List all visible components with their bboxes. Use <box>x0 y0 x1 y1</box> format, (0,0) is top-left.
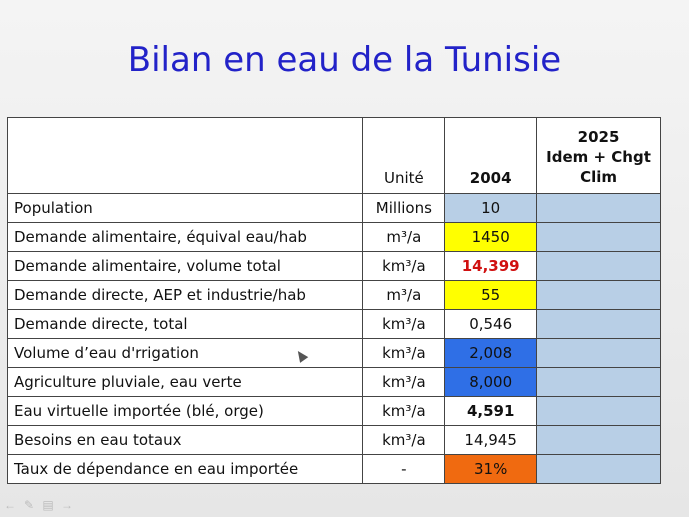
row-value-2004: 10 <box>444 193 538 223</box>
row-value-2025 <box>536 425 661 455</box>
row-value-2004: 14,945 <box>444 425 538 455</box>
header-2025-scenario: 2025 Idem + Chgt Clim <box>536 117 661 194</box>
table-row: Eau virtuelle importée (blé, orge) km³/a 4… <box>6 396 661 426</box>
row-value-2025 <box>536 222 661 252</box>
row-value-2025 <box>536 367 661 397</box>
row-unit: m³/a <box>362 222 446 252</box>
row-label: Agriculture pluviale, eau verte <box>6 367 364 397</box>
table-row: Taux de dépendance en eau importée -31% <box>6 454 661 484</box>
row-label: Demande directe, AEP et industrie/hab <box>6 280 364 310</box>
row-label: Volume d’eau d'rrigation <box>6 338 364 368</box>
row-value-2025 <box>536 396 661 426</box>
arrow-right-icon[interactable]: → <box>61 498 73 512</box>
table-row: Besoins en eau totaux km³/a 14,945 <box>6 425 661 455</box>
row-value-2004: 2,008 <box>444 338 538 368</box>
water-balance-table: Unité 2004 2025 Idem + Chgt Clim Populat… <box>6 117 661 484</box>
row-label: Eau virtuelle importée (blé, orge) <box>6 396 364 426</box>
row-unit: km³/a <box>362 367 446 397</box>
row-unit: Millions <box>362 193 446 223</box>
menu-icon[interactable]: ▤ <box>42 498 54 512</box>
row-value-2025 <box>536 309 661 339</box>
row-label: Demande alimentaire, équival eau/hab <box>6 222 364 252</box>
row-label: Taux de dépendance en eau importée <box>6 454 364 484</box>
row-value-2025 <box>536 251 661 281</box>
row-value-2004: 55 <box>444 280 538 310</box>
row-value-2025 <box>536 454 661 484</box>
table-row: Demande directe, AEP et industrie/hab m³/… <box>6 280 661 310</box>
arrow-left-icon[interactable]: ← <box>4 498 16 512</box>
table-row: Demande alimentaire, équival eau/hab m³/a… <box>6 222 661 252</box>
row-value-2004: 1450 <box>444 222 538 252</box>
header-2025-year: 2025 <box>577 128 620 146</box>
row-value-2004: 0,546 <box>444 309 538 339</box>
header-year-2004: 2004 <box>444 117 538 194</box>
slideshow-toolbar: ← ✎ ▤ → <box>4 498 73 512</box>
row-value-2025 <box>536 193 661 223</box>
header-unit: Unité <box>362 117 446 194</box>
table-row: Agriculture pluviale, eau verte km³/a 8,00… <box>6 367 661 397</box>
row-unit: km³/a <box>362 251 446 281</box>
row-label: Demande alimentaire, volume total <box>6 251 364 281</box>
row-unit: - <box>362 454 446 484</box>
row-unit: km³/a <box>362 309 446 339</box>
row-value-2025 <box>536 280 661 310</box>
row-value-2025 <box>536 338 661 368</box>
row-label: Population <box>6 193 364 223</box>
row-label: Besoins en eau totaux <box>6 425 364 455</box>
row-unit: m³/a <box>362 280 446 310</box>
row-label: Demande directe, total <box>6 309 364 339</box>
row-value-2004: 14,399 <box>444 251 538 281</box>
row-value-2004: 8,000 <box>444 367 538 397</box>
row-unit: km³/a <box>362 338 446 368</box>
row-value-2004: 4,591 <box>444 396 538 426</box>
row-unit: km³/a <box>362 396 446 426</box>
table-row: Population Millions 10 <box>6 193 661 223</box>
header-2025-line2: Idem + Chgt <box>546 148 651 166</box>
row-unit: km³/a <box>362 425 446 455</box>
slide-title: Bilan en eau de la Tunisie <box>127 40 562 80</box>
table-row: Volume d’eau d'rrigation km³/a 2,008 <box>6 338 661 368</box>
table-header-row: Unité 2004 2025 Idem + Chgt Clim <box>6 117 661 194</box>
header-empty-cell <box>6 117 364 194</box>
pen-icon[interactable]: ✎ <box>23 498 35 512</box>
header-2025-line3: Clim <box>580 168 617 186</box>
table-row: Demande directe, total km³/a 0,546 <box>6 309 661 339</box>
row-value-2004: 31% <box>444 454 538 484</box>
table-row: Demande alimentaire, volume total km³/a 14… <box>6 251 661 281</box>
